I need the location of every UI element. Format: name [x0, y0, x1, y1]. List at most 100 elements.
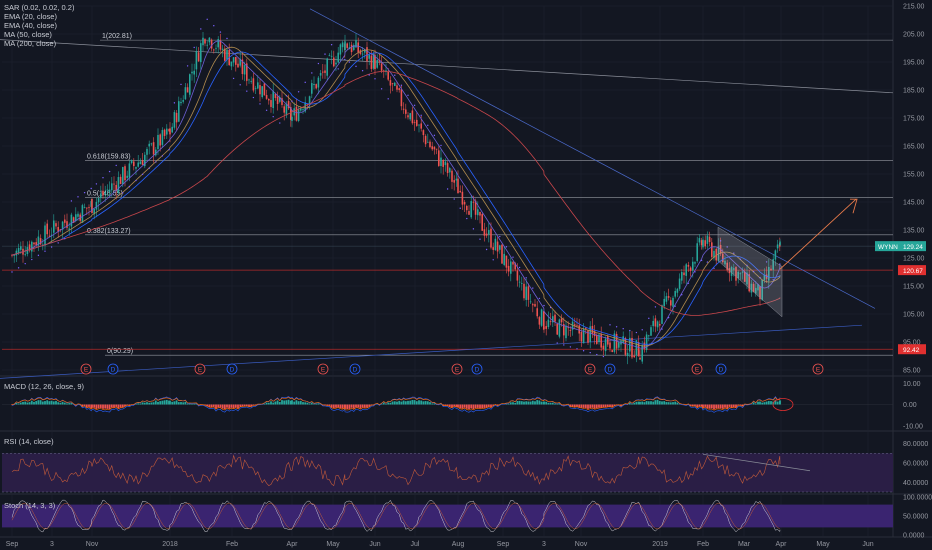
sar-dot: [206, 18, 208, 21]
candle-body: [13, 254, 15, 256]
x-tick-label: Nov: [575, 541, 588, 548]
macd-histogram-bar: [48, 401, 51, 405]
macd-histogram-bar: [17, 403, 20, 405]
rsi-line: [11, 454, 781, 487]
symbol-tag-bg: [875, 241, 898, 252]
candle-body: [641, 345, 643, 362]
macd-highlight: [772, 398, 794, 411]
macd-histogram-bar: [128, 404, 131, 406]
sar-dot: [596, 353, 598, 356]
marker-label: D: [608, 367, 613, 374]
candle-body: [624, 337, 627, 355]
macd-histogram-bar: [479, 404, 481, 409]
dividend-marker: [471, 363, 483, 375]
macd-histogram-bar: [230, 404, 233, 408]
candle-body: [492, 247, 494, 250]
macd-histogram-bar: [215, 404, 217, 409]
macd-histogram-bar: [719, 404, 722, 409]
macd-histogram-bar: [355, 404, 357, 408]
macd-histogram-bar: [361, 404, 364, 408]
macd-histogram-bar: [206, 404, 209, 407]
macd-histogram-bar: [730, 404, 733, 408]
macd-histogram-bar: [431, 403, 434, 405]
macd-histogram-bar: [609, 404, 611, 407]
candle-body: [446, 163, 449, 174]
y-tick-label: 165.00: [903, 144, 925, 151]
candle-body: [324, 70, 326, 73]
macd-histogram-bar: [732, 404, 735, 408]
macd-histogram-bar: [55, 400, 57, 405]
macd-tick-label: -10.00: [903, 423, 923, 430]
candle-body: [44, 225, 46, 246]
marker-label: D: [719, 367, 724, 374]
macd-histogram-bar: [237, 404, 239, 409]
macd-histogram-bar: [487, 404, 490, 407]
macd-histogram-bar: [667, 402, 670, 405]
macd-histogram-bar: [571, 404, 574, 407]
macd-histogram-bar: [404, 401, 407, 405]
candle-body: [571, 321, 574, 330]
candle-body: [389, 80, 392, 86]
candle-body: [339, 44, 342, 55]
sar-dot: [70, 200, 73, 202]
macd-histogram-bar: [287, 399, 290, 405]
macd-histogram-bar: [88, 404, 90, 407]
sar-dot: [317, 62, 320, 65]
candle-body: [243, 65, 246, 75]
candle-body: [246, 63, 248, 81]
macd-histogram-bar: [776, 401, 779, 405]
candle-body: [545, 326, 547, 329]
sar-dot: [641, 329, 643, 331]
macd-histogram-bar: [409, 400, 412, 405]
macd-histogram-bar: [665, 402, 668, 405]
candle-body: [501, 244, 503, 264]
candle-body: [106, 189, 109, 191]
sar-dot: [563, 344, 565, 346]
macd-histogram-bar: [221, 404, 224, 409]
candle-body: [759, 286, 761, 300]
candle-body: [424, 135, 427, 145]
candle-body: [593, 331, 596, 337]
candle-body: [135, 167, 137, 169]
macd-histogram-bar: [580, 404, 583, 408]
macd-histogram-bar: [663, 401, 666, 405]
projection-arrow: [779, 198, 857, 270]
x-tick-label: 2019: [652, 541, 668, 548]
macd-pane[interactable]: [2, 396, 893, 413]
candle-body: [35, 242, 37, 246]
candle-body: [330, 55, 333, 57]
candle-body: [287, 101, 290, 109]
macd-histogram-bar: [315, 403, 318, 405]
stoch-pane[interactable]: [2, 499, 893, 533]
ema20-line: [11, 40, 781, 349]
candle-body: [407, 115, 409, 118]
macd-histogram-bar: [173, 401, 176, 405]
x-tick-label: May: [816, 541, 830, 548]
candle-body: [613, 333, 616, 352]
macd-histogram-bar: [717, 404, 720, 409]
macd-histogram-bar: [267, 402, 270, 405]
candle-body: [124, 166, 126, 181]
macd-histogram-bar: [779, 400, 781, 405]
macd-histogram-bar: [357, 404, 360, 408]
candle-body: [496, 241, 499, 252]
macd-histogram-bar: [295, 400, 298, 405]
candle-body: [429, 141, 431, 148]
candle-body: [490, 228, 492, 248]
candle-body: [674, 291, 676, 297]
candle-body: [133, 161, 135, 167]
x-tick-label: Sep: [6, 541, 19, 548]
candle-body: [346, 43, 348, 48]
price-pane[interactable]: 1(202.81)0.618(159.83)0.5(146.55)0.382(1…: [0, 8, 894, 379]
candle-body: [86, 207, 88, 209]
candle-body: [64, 219, 66, 223]
dividend-marker: [715, 363, 727, 375]
macd-histogram-bar: [620, 404, 622, 407]
candle-body: [122, 167, 124, 184]
macd-histogram-bar: [272, 402, 275, 405]
macd-histogram-bar: [15, 402, 18, 405]
macd-histogram-bar: [195, 403, 198, 405]
rsi-pane[interactable]: [2, 453, 893, 493]
macd-histogram-bar: [520, 401, 523, 405]
